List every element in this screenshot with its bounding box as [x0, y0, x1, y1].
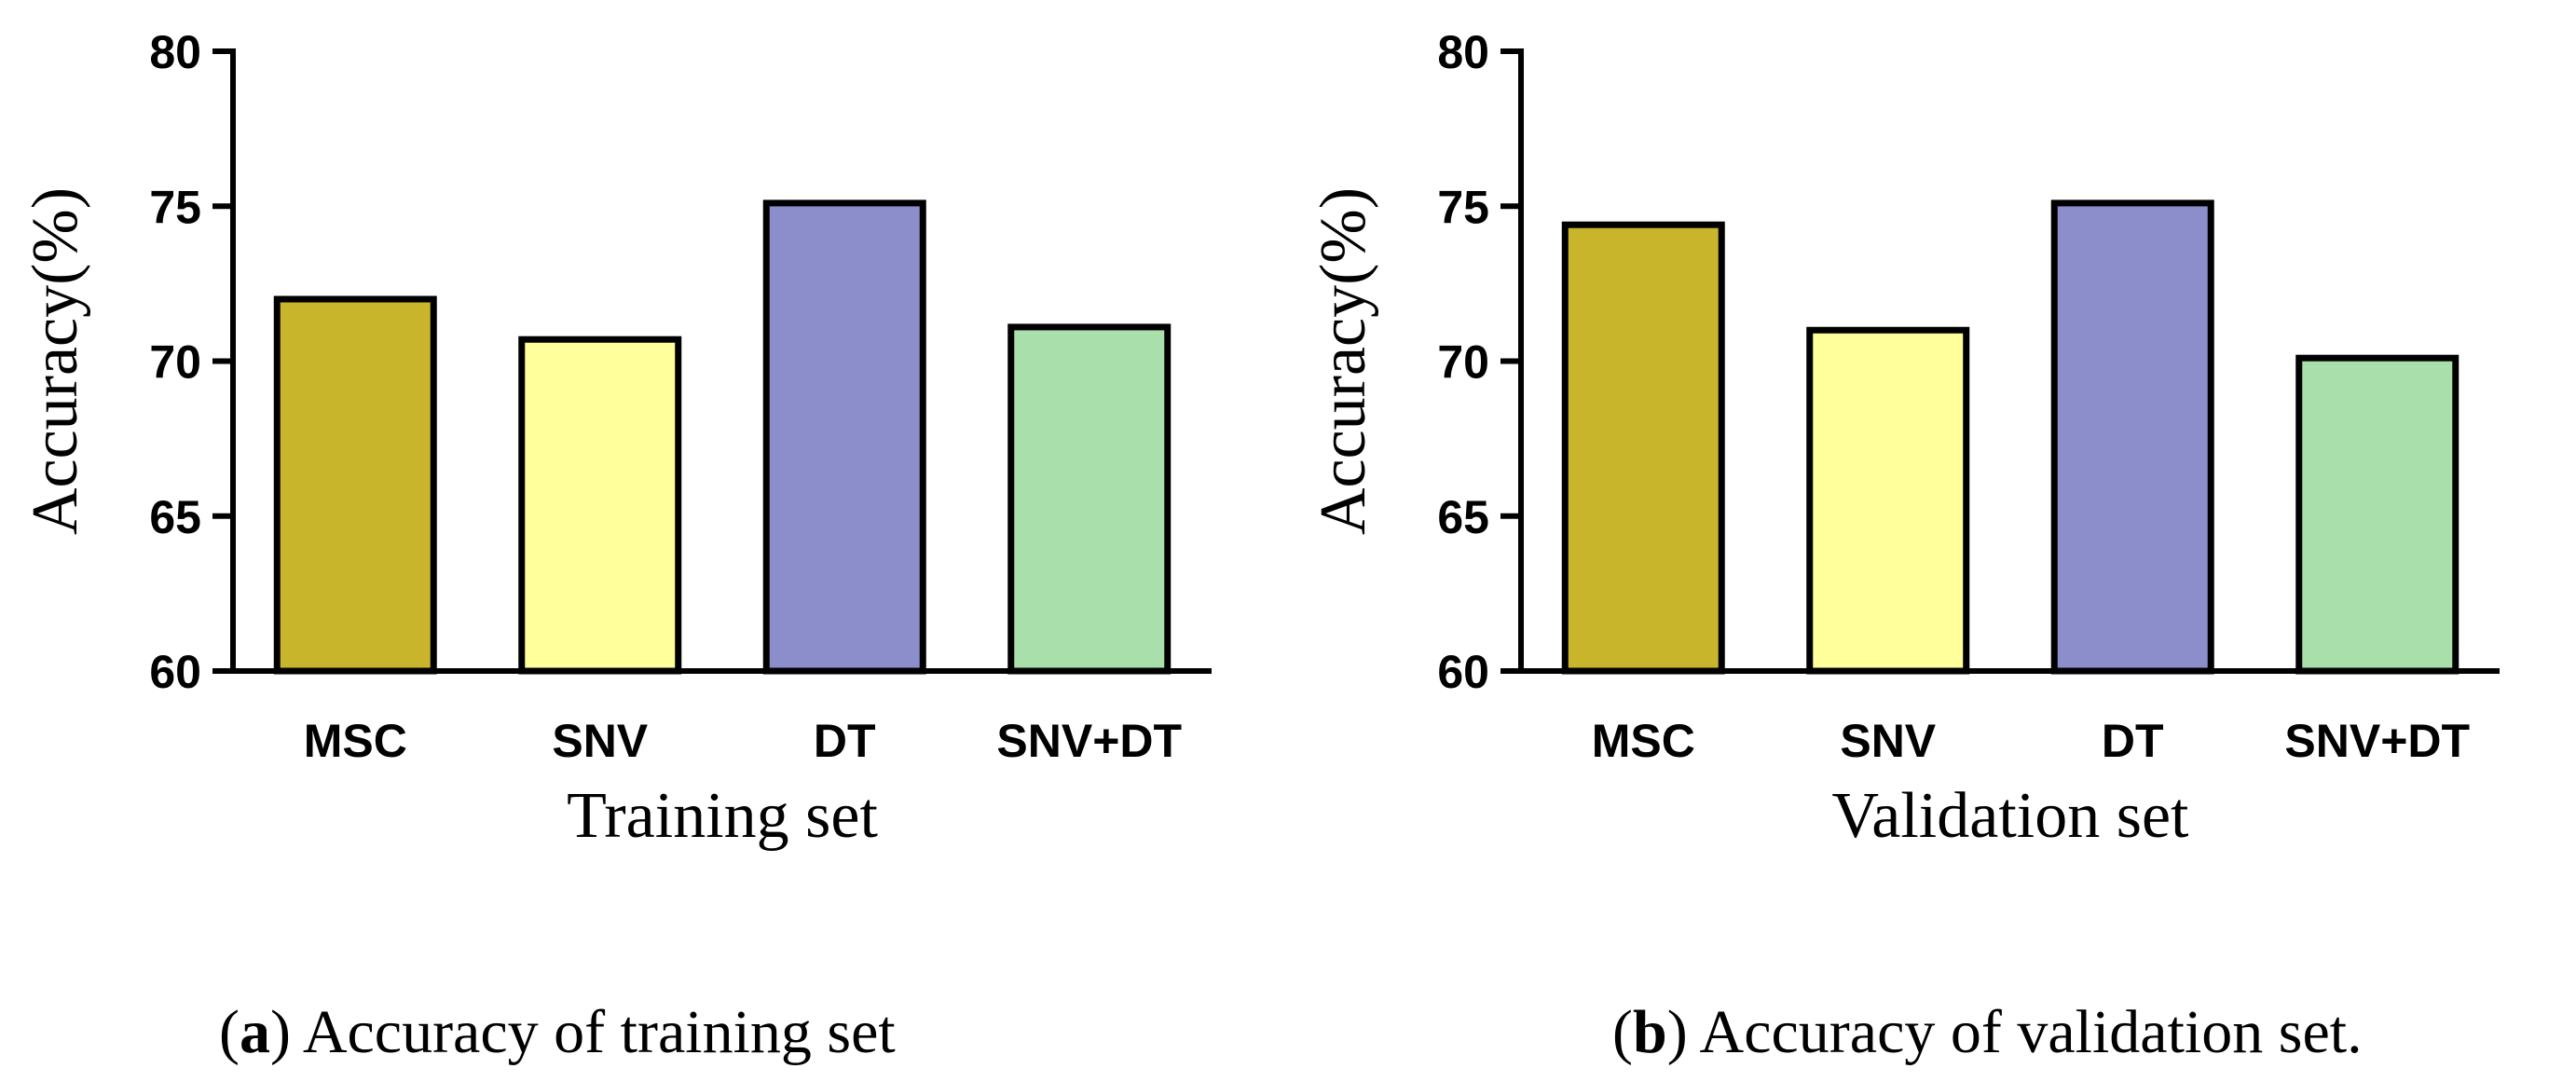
y-tick-label: 80 — [149, 26, 201, 78]
y-tick-label: 75 — [149, 181, 201, 233]
caption-text: Accuracy of validation set. — [1699, 998, 2363, 1066]
bar-snv-dt — [2295, 354, 2460, 675]
bar-series — [1561, 199, 2460, 675]
caption-letter: a — [239, 998, 270, 1066]
x-category-label: MSC — [1592, 715, 1695, 767]
y-axis-title: Accuracy(%) — [20, 187, 91, 535]
caption-validation: (b) Accuracy of validation set. — [1612, 998, 2363, 1066]
x-category-label: DT — [2102, 715, 2164, 767]
x-category-label: MSC — [304, 715, 407, 767]
x-axis-category-labels: MSC SNV DT SNV+DT — [1592, 715, 2470, 767]
bar-dt — [762, 199, 926, 675]
bar-snv — [1806, 326, 1970, 675]
y-tick-label: 60 — [1437, 646, 1489, 698]
x-category-label: SNV+DT — [2284, 715, 2470, 767]
bar-snv-dt — [1007, 323, 1172, 675]
x-category-label: SNV — [552, 715, 648, 767]
y-tick-label: 60 — [149, 646, 201, 698]
x-axis-title: Training set — [567, 780, 878, 852]
x-category-label: DT — [814, 715, 876, 767]
bar-msc — [273, 295, 437, 675]
y-axis-ticks: 60 65 70 75 80 — [1437, 26, 1521, 698]
y-tick-label: 65 — [149, 491, 201, 543]
caption-letter: b — [1632, 998, 1667, 1066]
y-axis-ticks: 60 65 70 75 80 — [149, 26, 233, 698]
y-tick-label: 70 — [149, 336, 201, 389]
y-tick-label: 65 — [1437, 491, 1489, 543]
x-category-label: SNV+DT — [996, 715, 1182, 767]
validation-set-chart: 60 65 70 75 80 MSC SNV DT SNV+DT Accuracy(%) Va… — [1308, 26, 2500, 852]
x-axis-category-labels: MSC SNV DT SNV+DT — [304, 715, 1182, 767]
y-axis-title: Accuracy(%) — [1308, 187, 1379, 535]
y-tick-label: 75 — [1437, 181, 1489, 233]
bar-snv — [518, 336, 682, 675]
y-tick-label: 70 — [1437, 336, 1489, 389]
caption-training: (a) Accuracy of training set — [219, 998, 896, 1066]
x-category-label: SNV — [1840, 715, 1936, 767]
y-tick-label: 80 — [1437, 26, 1489, 78]
x-axis-title: Validation set — [1832, 780, 2190, 852]
bar-dt — [2050, 199, 2214, 675]
bar-series — [273, 199, 1172, 675]
caption-text: Accuracy of training set — [302, 998, 896, 1066]
training-set-chart: 60 65 70 75 80 MSC SNV DT SNV+DT Accuracy(%) Tr… — [20, 26, 1212, 852]
bar-msc — [1561, 221, 1725, 675]
